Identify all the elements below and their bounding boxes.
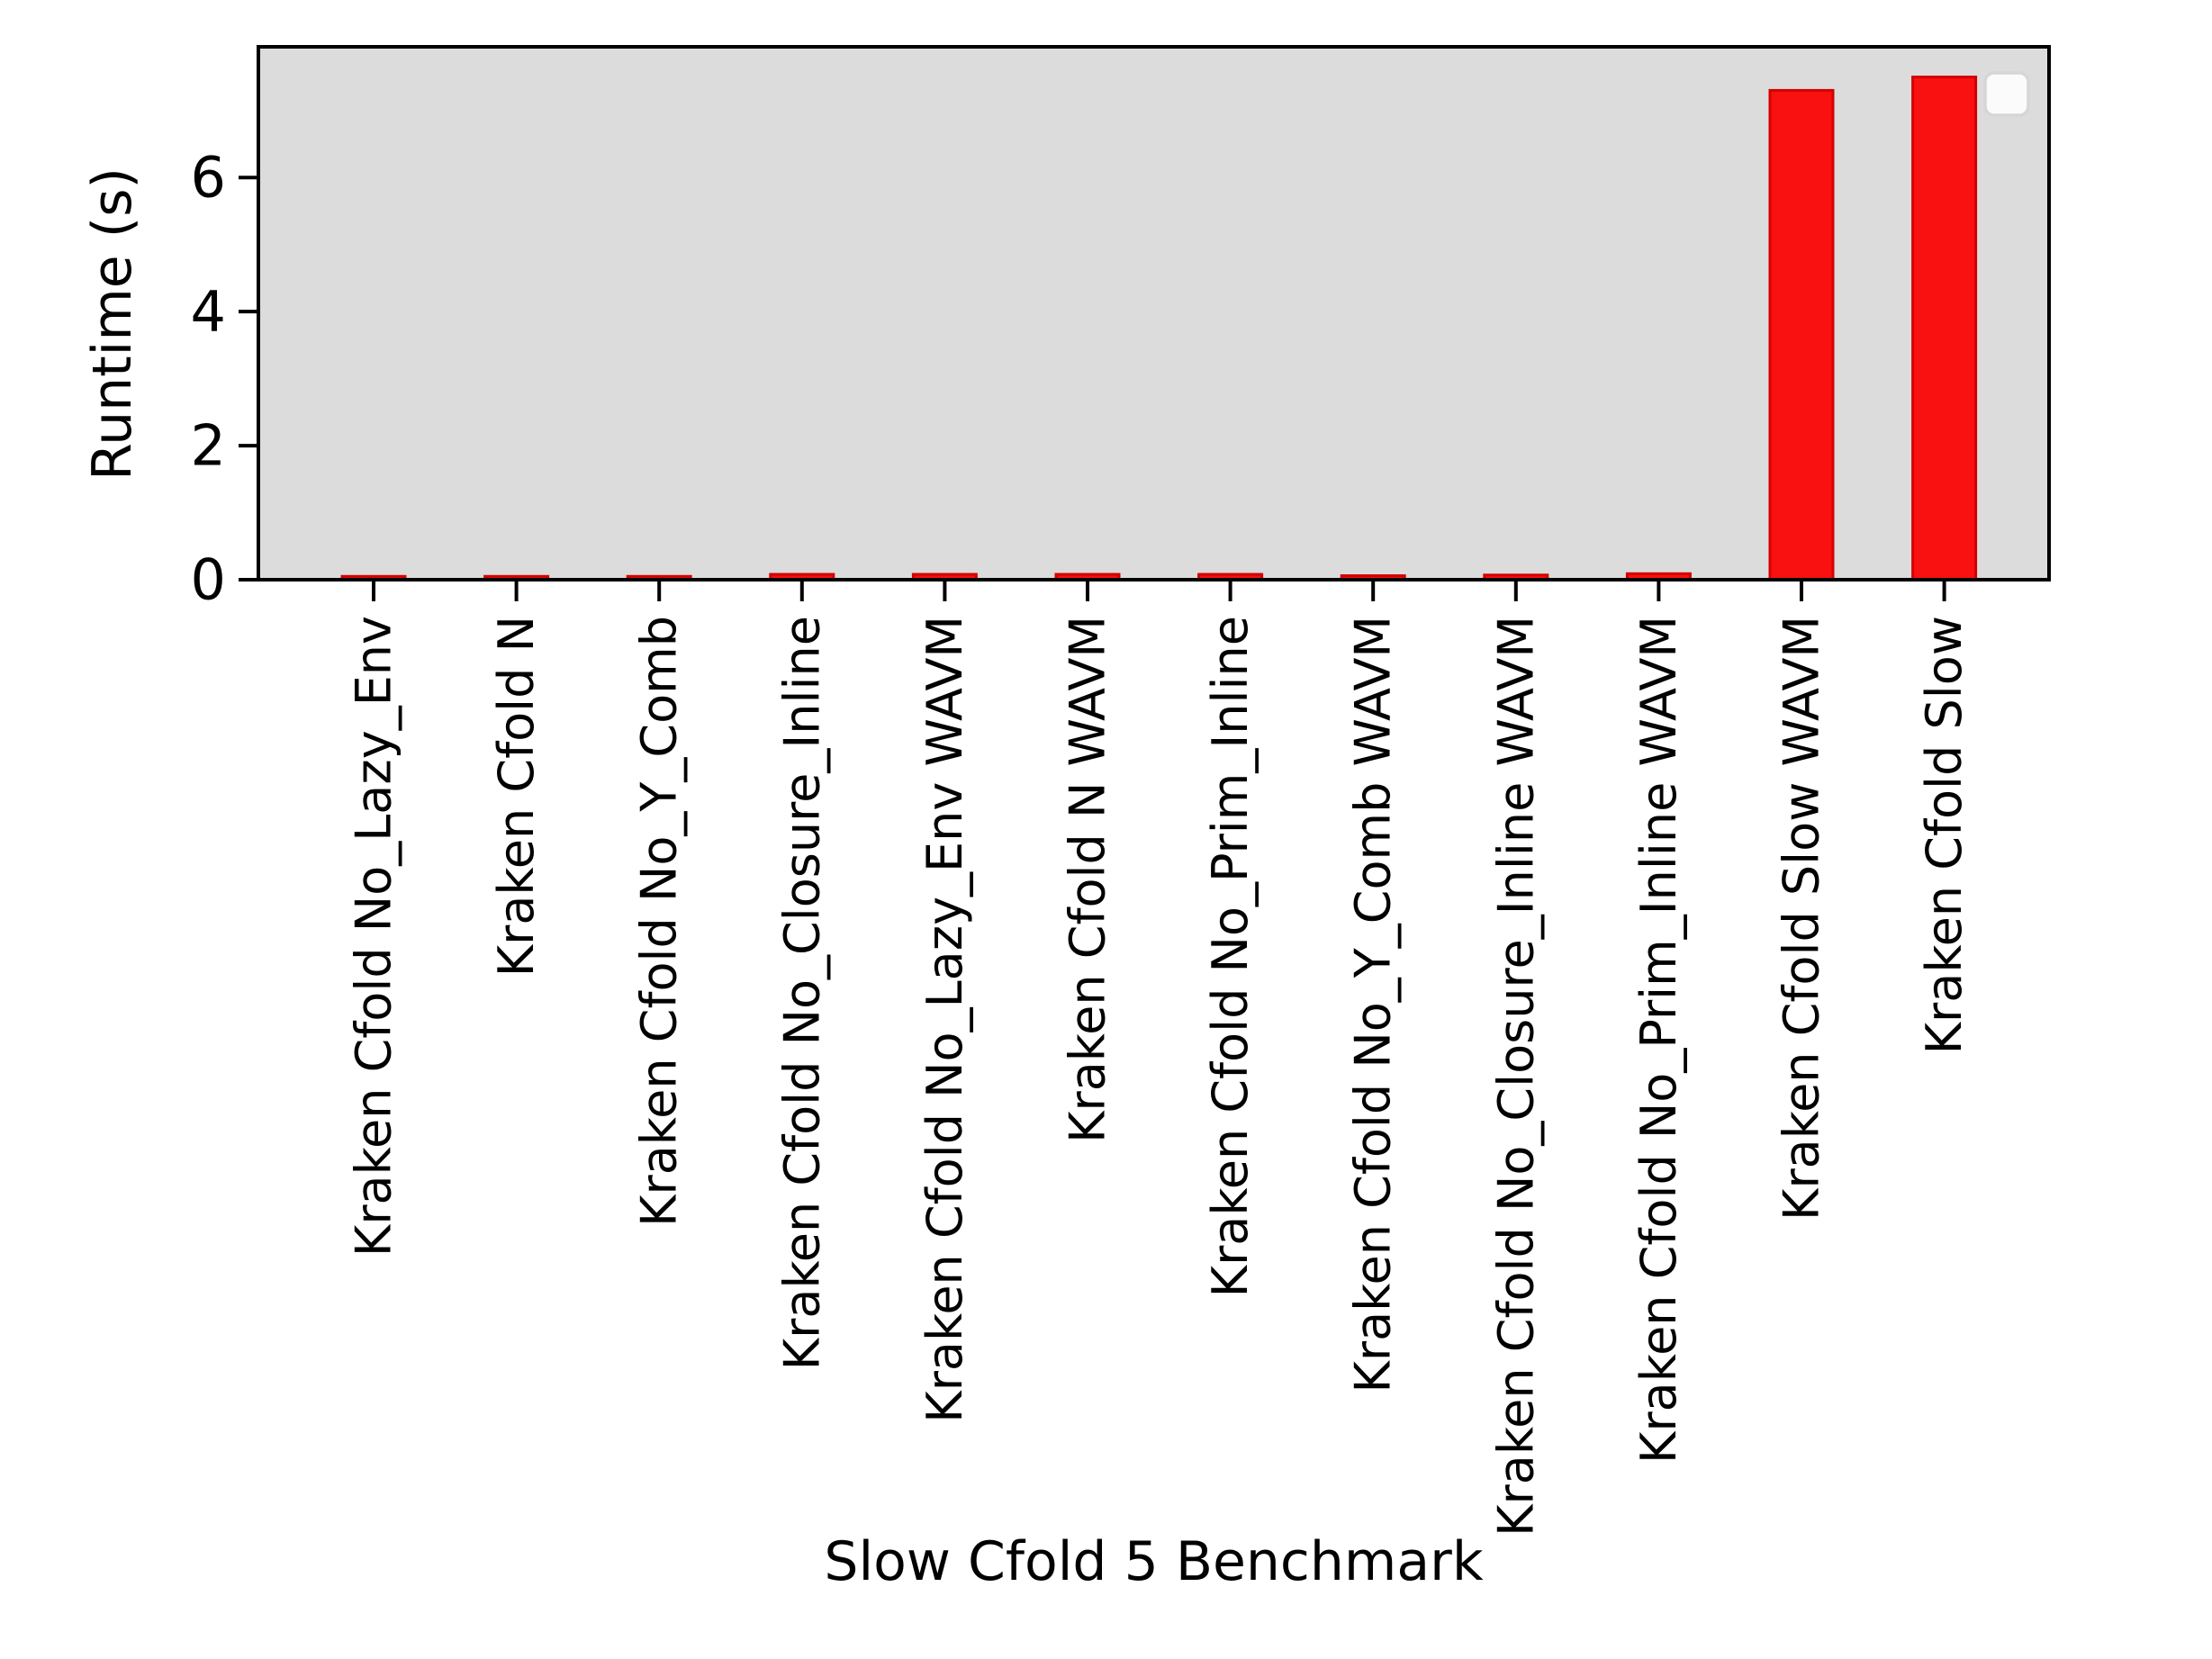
- x-tick-label: Kraken Cfold No_Lazy_Env: [346, 616, 402, 1257]
- y-tick-label: 6: [191, 145, 226, 211]
- y-tick-label: 4: [191, 279, 226, 345]
- x-tick-label: Kraken Cfold No_Prim_Inline WAVM: [1630, 616, 1687, 1464]
- legend-box: [1983, 71, 2030, 117]
- x-tick-label: Kraken Cfold Slow WAVM: [1774, 616, 1830, 1221]
- y-tick-label: 2: [191, 413, 226, 479]
- plot-area: [258, 47, 2049, 580]
- x-tick-label: Kraken Cfold No_Lazy_Env WAVM: [916, 616, 973, 1423]
- x-axis-label: Slow Cfold 5 Benchmark: [824, 1530, 1484, 1593]
- x-tick-label: Kraken Cfold N: [488, 616, 545, 977]
- x-tick-label: Kraken Cfold N WAVM: [1060, 616, 1116, 1143]
- x-tick-label: Kraken Cfold No_Y_Comb WAVM: [1345, 616, 1402, 1393]
- x-tick-label: Kraken Cfold No_Y_Comb: [631, 616, 688, 1227]
- y-axis-label: Runtime (s): [81, 167, 144, 481]
- y-tick-label: 0: [191, 547, 226, 613]
- bar: [1911, 76, 1978, 582]
- x-tick-label: Kraken Cfold No_Closure_Inline WAVM: [1487, 616, 1544, 1537]
- x-tick-label: Kraken Cfold No_Closure_Inline: [773, 616, 830, 1370]
- bar: [1768, 88, 1835, 582]
- x-tick-label: Kraken Cfold Slow: [1916, 616, 1973, 1054]
- x-tick-label: Kraken Cfold No_Prim_Inline: [1202, 616, 1259, 1297]
